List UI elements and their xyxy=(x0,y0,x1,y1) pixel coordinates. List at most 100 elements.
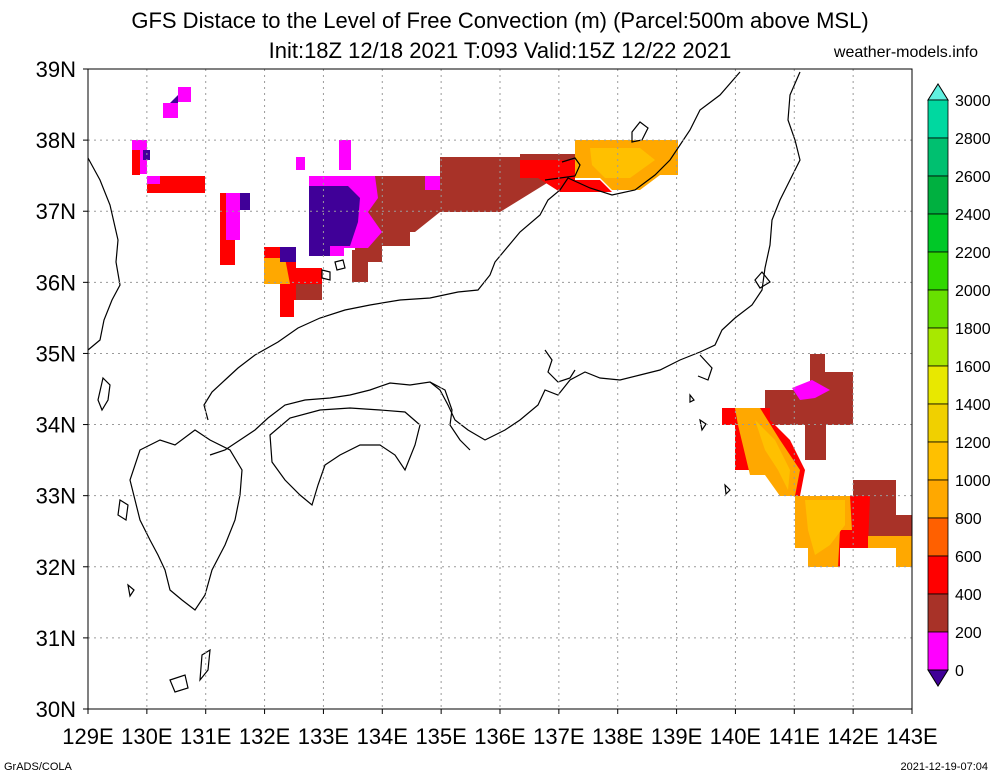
colorbar-swatch xyxy=(927,327,949,367)
field-magenta-tiny xyxy=(163,103,178,118)
colorbar-swatch xyxy=(927,99,949,139)
footer-left-credit: GrADS/COLA xyxy=(4,761,72,773)
colorbar-over-arrow xyxy=(927,83,949,101)
lon-label: 143E xyxy=(886,724,937,749)
field-purple-tiny xyxy=(170,95,178,103)
lon-label: 137E xyxy=(533,724,584,749)
coast-koshiki xyxy=(127,583,135,598)
colorbar: 3000280026002400220020001800160014001200… xyxy=(927,83,991,687)
field-gold-se2 xyxy=(805,500,845,555)
field-red-left2 xyxy=(132,150,140,175)
field-magenta-strip xyxy=(226,193,240,240)
colorbar-swatch xyxy=(927,251,949,291)
field-magenta-small xyxy=(425,176,440,190)
map-subtitle: Init:18Z 12/18 2021 T:093 Valid:15Z 12/2… xyxy=(268,38,732,63)
coast-sado xyxy=(631,121,649,143)
footer-timestamp: 2021-12-19-07:04 xyxy=(900,761,988,773)
colorbar-swatch xyxy=(927,631,949,671)
field-orange-se3 xyxy=(868,536,912,567)
colorbar-swatch xyxy=(927,289,949,329)
lat-label: 36N xyxy=(36,270,76,295)
colorbar-label: 1400 xyxy=(955,397,991,414)
coast-hokkaido xyxy=(754,271,771,289)
coast-tsushima xyxy=(97,376,111,412)
lon-label: 131E xyxy=(180,724,231,749)
field-brown-central xyxy=(352,154,575,282)
colorbar-swatch xyxy=(927,137,949,177)
colorbar-label: 3000 xyxy=(955,93,991,110)
colorbar-label: 600 xyxy=(955,549,982,566)
field-magenta-top xyxy=(296,157,305,170)
lat-label: 34N xyxy=(36,413,76,438)
field-orange-oki xyxy=(264,258,290,284)
shaded-fields xyxy=(132,87,912,567)
lat-label: 38N xyxy=(36,128,76,153)
colorbar-label: 1200 xyxy=(955,435,991,452)
coast-tanegashima xyxy=(199,648,211,682)
lon-label: 129E xyxy=(62,724,113,749)
coast-oki xyxy=(321,269,331,281)
lon-label: 140E xyxy=(710,724,761,749)
colorbar-label: 0 xyxy=(955,663,964,680)
lon-label: 134E xyxy=(357,724,408,749)
colorbar-label: 1800 xyxy=(955,321,991,338)
colorbar-swatch xyxy=(927,593,949,633)
field-purple-central xyxy=(309,186,360,256)
lat-lon-grid xyxy=(88,69,912,709)
colorbar-label: 2200 xyxy=(955,245,991,262)
field-red-left xyxy=(147,176,205,193)
lon-label: 135E xyxy=(415,724,466,749)
colorbar-label: 1600 xyxy=(955,359,991,376)
site-credit: weather-models.info xyxy=(833,44,978,61)
map-title: GFS Distace to the Level of Free Convect… xyxy=(131,8,869,33)
field-magenta-top2 xyxy=(339,140,351,170)
lat-label: 35N xyxy=(36,341,76,366)
lat-label: 33N xyxy=(36,484,76,509)
field-gold-noto xyxy=(590,148,655,178)
coast-oki2 xyxy=(334,259,346,271)
field-purple-strip xyxy=(240,193,250,210)
coast-boso xyxy=(697,354,713,381)
colorbar-swatch xyxy=(927,555,949,595)
lat-label: 31N xyxy=(36,626,76,651)
coast-honshu-north xyxy=(203,71,741,421)
lon-label: 141E xyxy=(769,724,820,749)
lon-label: 142E xyxy=(827,724,878,749)
field-red-noto xyxy=(520,160,612,192)
colorbar-swatch xyxy=(927,403,949,443)
field-magenta-tiny2 xyxy=(178,87,191,102)
lat-label: 39N xyxy=(36,57,76,82)
lat-label: 32N xyxy=(36,555,76,580)
coast-yakushima xyxy=(169,674,189,693)
colorbar-label: 2400 xyxy=(955,207,991,224)
latitude-labels: 39N 38N 37N 36N 35N 34N 33N 32N 31N 30N xyxy=(36,57,88,722)
colorbar-under-arrow xyxy=(927,669,949,687)
lon-label: 133E xyxy=(298,724,349,749)
coast-goto xyxy=(117,498,129,522)
field-purple-oki xyxy=(280,247,296,262)
colorbar-label: 2800 xyxy=(955,131,991,148)
lon-label: 132E xyxy=(239,724,290,749)
coast-shikoku xyxy=(269,407,421,507)
lon-label: 139E xyxy=(651,724,702,749)
colorbar-label: 200 xyxy=(955,625,982,642)
colorbar-label: 2600 xyxy=(955,169,991,186)
colorbar-swatch xyxy=(927,175,949,215)
field-magenta-se xyxy=(792,380,830,400)
coast-kyushu xyxy=(129,429,243,611)
colorbar-swatch xyxy=(927,365,949,405)
coast-izu xyxy=(544,349,576,383)
coastlines xyxy=(87,71,801,693)
coast-korea xyxy=(87,157,121,351)
longitude-labels: 129E 130E 131E 132E 133E 134E 135E 136E 137E 138E… xyxy=(62,709,938,749)
field-gold-se xyxy=(755,420,790,490)
lon-label: 130E xyxy=(121,724,172,749)
field-brown-oki xyxy=(296,284,322,300)
lon-label: 138E xyxy=(592,724,643,749)
lat-label: 37N xyxy=(36,199,76,224)
lon-label: 136E xyxy=(474,724,525,749)
colorbar-label: 2000 xyxy=(955,283,991,300)
colorbar-swatch xyxy=(927,213,949,253)
coast-honshu-east xyxy=(209,71,801,456)
